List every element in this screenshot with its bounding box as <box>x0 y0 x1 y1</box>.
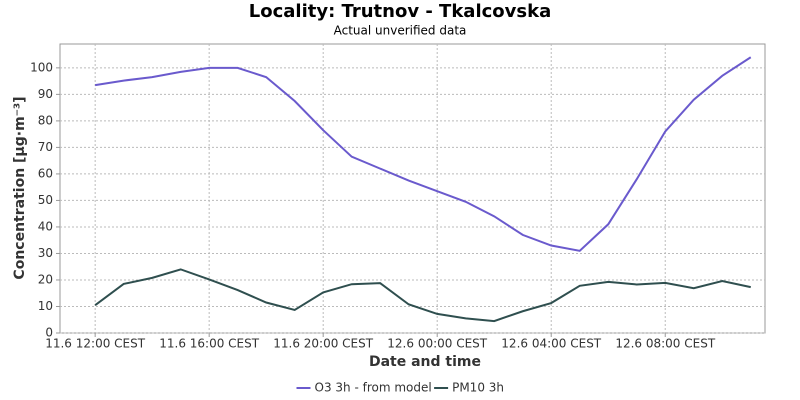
line-series <box>94 268 751 323</box>
x-tick-label: 12.6 08:00 CEST <box>615 337 716 351</box>
chart-subtitle: Actual unverified data <box>334 24 467 38</box>
y-tick-label: 80 <box>38 113 53 127</box>
x-tick-label: 12.6 04:00 CEST <box>501 337 602 351</box>
plot-area <box>59 43 766 334</box>
x-tick-label: 11.6 12:00 CEST <box>45 337 146 351</box>
y-tick-label: 90 <box>38 87 53 101</box>
x-tick-label: 12.6 00:00 CEST <box>387 337 488 351</box>
y-tick-label: 40 <box>38 219 53 233</box>
line-series <box>94 56 752 252</box>
chart-title: Locality: Trutnov - Tkalcovska <box>249 1 551 22</box>
y-tick-label: 10 <box>38 299 53 313</box>
y-tick-label: 50 <box>38 193 53 207</box>
y-tick-label: 70 <box>38 140 53 154</box>
y-tick-label: 30 <box>38 246 53 260</box>
legend-label: PM10 3h <box>452 381 504 395</box>
y-tick-label: 20 <box>38 272 53 286</box>
x-tick-label: 11.6 20:00 CEST <box>273 337 374 351</box>
legend-label: O3 3h - from model <box>315 381 432 395</box>
x-axis-title: Date and time <box>369 354 481 370</box>
y-axis-title: Concentration [µg·m⁻³] <box>12 96 28 279</box>
x-tick-label: 11.6 16:00 CEST <box>159 337 260 351</box>
y-tick-label: 0 <box>45 326 53 340</box>
y-tick-label: 60 <box>38 166 53 180</box>
y-tick-label: 100 <box>30 60 53 74</box>
